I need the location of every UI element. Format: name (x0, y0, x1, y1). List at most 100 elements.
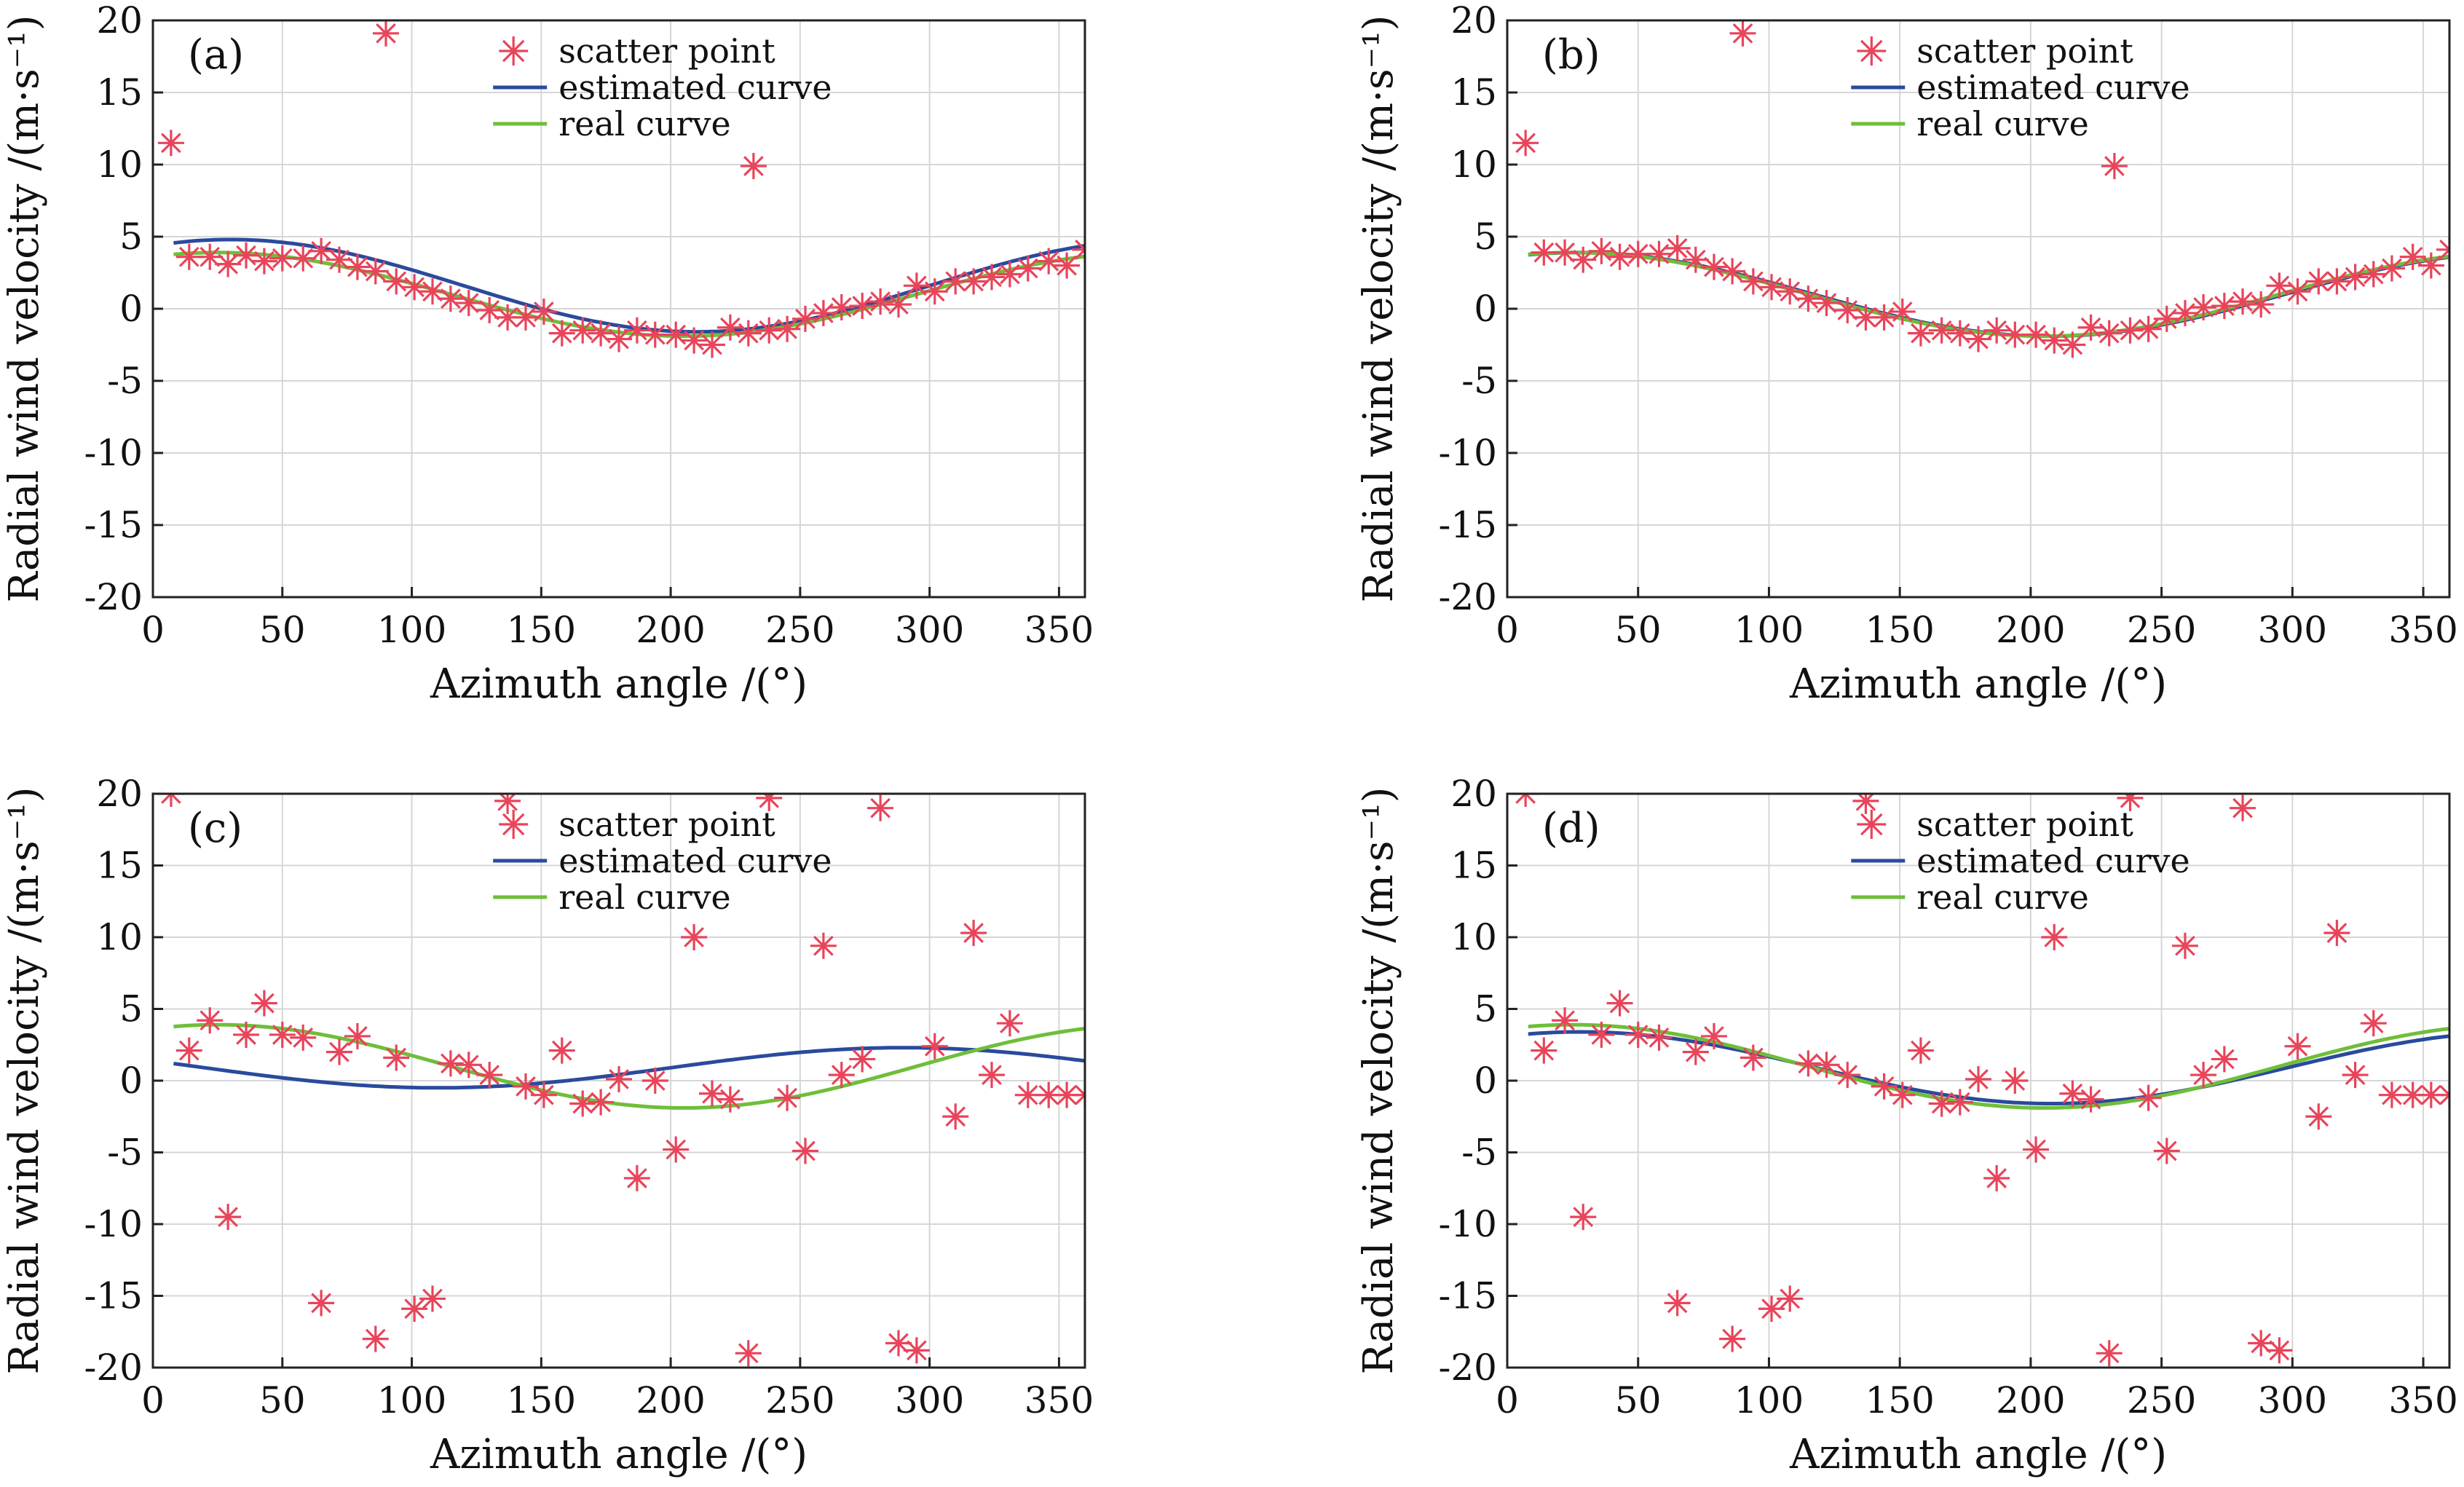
scatter-point (735, 1340, 762, 1367)
chart-panel: 0 50 100 150 200 250 300 350 -20 -15 -10 -5 0 5 10 15 20… (1, 0, 1094, 708)
scatter-point (401, 1295, 428, 1322)
legend-label-real: real curve (1916, 104, 2089, 143)
scatter-point (979, 264, 1005, 291)
scatter-point (2248, 291, 2275, 318)
scatter-point (499, 810, 529, 839)
scatter-point (197, 1007, 224, 1034)
scatter-point (2266, 1337, 2293, 1364)
scatter-point (2096, 1340, 2123, 1367)
scatter-point (2059, 331, 2086, 358)
scatter-point (175, 243, 202, 270)
scatter-point (290, 1024, 317, 1051)
x-tick-label: 250 (765, 609, 834, 651)
scatter-point (1795, 1050, 1822, 1077)
plot-area (1512, 794, 2449, 1367)
scatter-series (157, 20, 1085, 358)
y-tick-label: -10 (84, 1203, 143, 1245)
scatter-point (1889, 298, 1916, 325)
panel-label: (c) (188, 805, 242, 852)
x-axis-title: Azimuth angle /(°) (1789, 660, 2167, 708)
scatter-point (2153, 1137, 2180, 1164)
scatter-point (2041, 327, 2068, 354)
scatter-point (1946, 1089, 1973, 1116)
scatter-point (641, 1068, 668, 1094)
scatter-point (2023, 1136, 2050, 1163)
x-tick-label: 150 (507, 1379, 576, 1421)
y-tick-label: -5 (1461, 360, 1497, 402)
scatter-point (2342, 264, 2369, 291)
scatter-point (499, 36, 529, 66)
scatter-point (792, 305, 818, 332)
x-tick-label: 50 (1615, 1379, 1662, 1421)
scatter-point (157, 130, 184, 157)
scatter-point (2436, 236, 2449, 263)
scatter-point (1871, 304, 1898, 331)
scatter-point (2305, 268, 2332, 295)
y-tick-label: 0 (1474, 288, 1497, 330)
scatter-point (2360, 1010, 2387, 1037)
scatter-point (2230, 288, 2256, 315)
scatter-point (1664, 1290, 1691, 1317)
scatter-point (197, 243, 224, 270)
scatter-point (1700, 253, 1727, 280)
scatter-point (215, 251, 242, 277)
scatter-point (606, 1066, 632, 1093)
scatter-point (1889, 1081, 1916, 1108)
scatter-point (2248, 1330, 2275, 1357)
scatter-point (979, 1062, 1005, 1089)
scatter-point (2101, 152, 2128, 179)
scatter-point (1552, 239, 1579, 266)
scatter-point (2171, 299, 2198, 326)
y-tick-label: 15 (1450, 71, 1497, 114)
scatter-point (1834, 1062, 1861, 1089)
y-tick-label: 0 (1474, 1060, 1497, 1102)
x-axis-title: Azimuth angle /(°) (430, 660, 807, 708)
estimated-curve-line (173, 1046, 1085, 1090)
x-tick-label: 150 (1865, 609, 1934, 651)
scatter-point (2305, 1103, 2332, 1130)
y-tick-label: 15 (1450, 845, 1497, 887)
scatter-point (1588, 237, 1615, 264)
scatter-point (699, 1080, 725, 1107)
x-axis-title: Azimuth angle /(°) (430, 1431, 807, 1478)
scatter-point (1813, 1052, 1840, 1078)
scatter-point (588, 1089, 615, 1116)
x-tick-label: 200 (1996, 1379, 2065, 1421)
x-tick-label: 300 (895, 1379, 964, 1421)
x-tick-label: 350 (2388, 609, 2457, 651)
scatter-point (792, 1137, 818, 1164)
y-tick-label: -5 (1461, 1132, 1497, 1174)
scatter-point (1928, 317, 1955, 344)
x-tick-label: 0 (141, 1379, 165, 1421)
scatter-point (960, 268, 987, 295)
x-tick-label: 150 (1865, 1379, 1934, 1421)
chart-panel: 0 50 100 150 200 250 300 350 -20 -15 -10 -5 0 5 10 15 20… (1, 773, 1094, 1478)
scatter-point (1857, 810, 1887, 839)
scatter-point (437, 285, 464, 312)
scatter-point (1795, 285, 1822, 312)
y-tick-label: 20 (1450, 773, 1497, 815)
y-axis-title: Radial wind velocity /(m·s⁻¹) (1355, 786, 1402, 1374)
scatter-point (885, 291, 912, 318)
y-tick-label: 20 (1450, 0, 1497, 42)
scatter-point (2211, 1046, 2238, 1073)
scatter-point (2117, 317, 2144, 344)
scatter-point (1729, 20, 1756, 47)
scatter-point (1907, 1037, 1934, 1064)
y-tick-label: -20 (1438, 1346, 1497, 1389)
scatter-point (548, 320, 575, 347)
x-tick-label: 300 (895, 609, 964, 651)
scatter-point (2399, 243, 2426, 270)
scatter-point (663, 321, 690, 348)
y-tick-label: 5 (119, 988, 143, 1030)
scatter-point (1570, 1204, 1597, 1231)
estimated-curve-line (1528, 1030, 2449, 1105)
scatter-point (2153, 305, 2180, 332)
scatter-point (2096, 320, 2123, 347)
scatter-point (419, 1285, 446, 1312)
scatter-point (2378, 255, 2405, 282)
real-curve-line (173, 1022, 1085, 1110)
y-tick-label: 5 (1474, 988, 1497, 1030)
scatter-point (774, 1084, 801, 1111)
y-tick-label: 5 (119, 216, 143, 258)
